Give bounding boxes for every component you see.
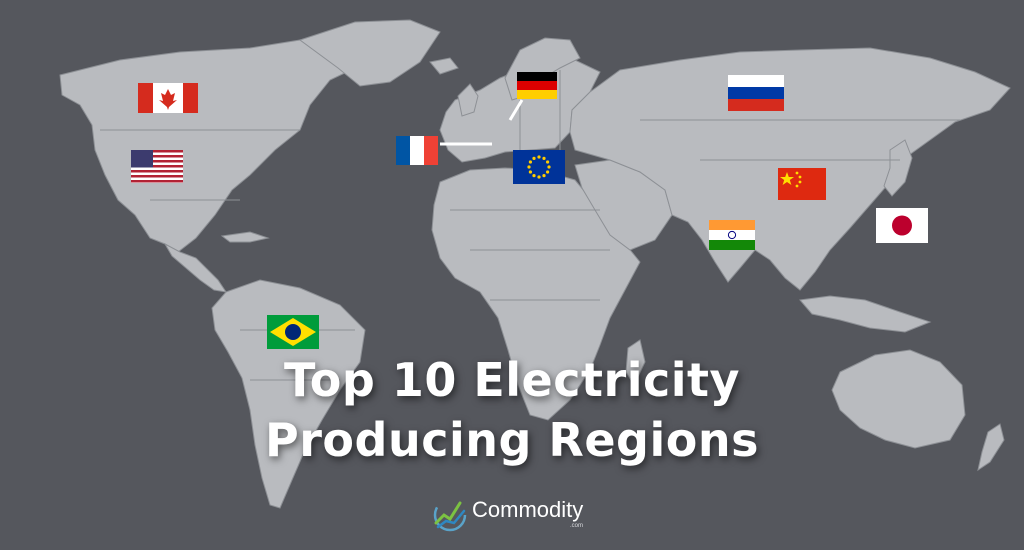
caribbean bbox=[220, 231, 270, 243]
brand-logo: Commodity .com bbox=[430, 493, 610, 533]
brand-suffix: .com bbox=[570, 523, 584, 529]
japan-flag-icon bbox=[876, 208, 928, 243]
canada-flag-icon bbox=[138, 83, 198, 113]
germany-flag-icon bbox=[517, 72, 557, 99]
central-america bbox=[163, 242, 228, 293]
title-line-1: Top 10 Electricity bbox=[284, 353, 740, 407]
brand-name: Commodity bbox=[472, 497, 584, 522]
madagascar bbox=[625, 339, 646, 387]
iceland bbox=[429, 57, 459, 75]
eu-flag-icon bbox=[513, 150, 565, 184]
north-america bbox=[59, 31, 381, 253]
chart-line-logo-icon bbox=[433, 498, 467, 532]
china-flag-icon bbox=[778, 168, 826, 200]
india-flag-icon bbox=[709, 220, 755, 250]
united-kingdom bbox=[457, 83, 479, 117]
country-borders bbox=[100, 70, 960, 381]
south-america bbox=[211, 279, 366, 509]
leader-lines bbox=[440, 99, 524, 146]
france-flag-icon bbox=[396, 136, 438, 165]
australia bbox=[831, 349, 966, 449]
southeast-asia-islands bbox=[799, 295, 932, 333]
russia-flag-icon bbox=[728, 75, 784, 111]
japan-islands bbox=[883, 139, 913, 197]
title-line-2: Producing Regions bbox=[265, 413, 759, 467]
greenland bbox=[298, 19, 441, 87]
new-zealand bbox=[977, 423, 1005, 472]
africa bbox=[431, 167, 641, 421]
germany-leader-line bbox=[508, 99, 524, 121]
brazil-flag-icon bbox=[267, 315, 319, 349]
usa-flag-icon bbox=[131, 150, 183, 183]
